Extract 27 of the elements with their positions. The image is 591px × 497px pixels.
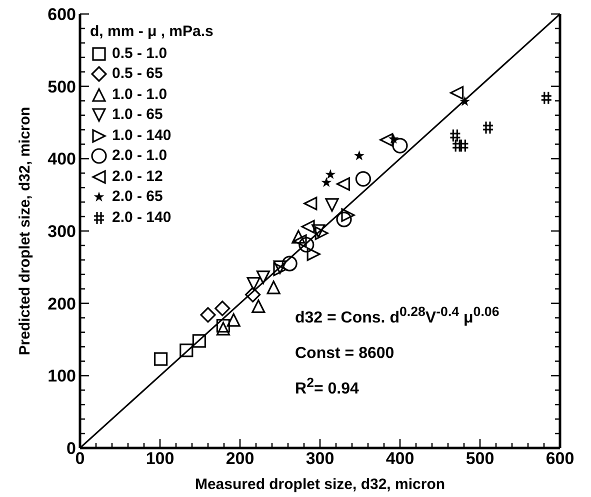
x-tick-label: 300	[306, 449, 334, 468]
x-tick-label: 400	[386, 449, 414, 468]
annotation: d32 = Cons. d$^{0.28}$V$^{-0.4}$ μ$^{0.06}$	[295, 304, 500, 327]
y-tick-label: 400	[48, 150, 76, 169]
legend-label: 0.5 - 65	[112, 64, 163, 84]
annotation: R$^{2}$= 0.94	[295, 374, 359, 398]
legend-label: 1.0 - 1.0	[112, 84, 168, 104]
legend-label: 0.5 - 1.0	[112, 44, 168, 64]
legend-title: d, mm - μ , mPa.s	[90, 22, 214, 42]
legend-label: 2.0 - 140	[112, 208, 172, 228]
x-tick-label: 500	[466, 449, 494, 468]
x-tick-label: 200	[226, 449, 254, 468]
legend-label: 2.0 - 12	[112, 166, 163, 186]
y-tick-label: 500	[48, 77, 76, 96]
y-tick-label: 600	[48, 5, 76, 24]
y-axis-title: Predicted droplet size, d32, micron	[16, 106, 34, 356]
y-tick-label: 100	[48, 366, 76, 386]
legend-label: 1.0 - 140	[112, 126, 172, 146]
y-tick-label: 300	[48, 222, 76, 241]
legend-label: 2.0 - 65	[112, 187, 163, 207]
x-tick-label: 100	[146, 449, 174, 468]
legend-label: 2.0 - 1.0	[112, 146, 168, 166]
x-axis-title: Measured droplet size, d32, micron	[194, 476, 446, 493]
legend-label: 1.0 - 65	[112, 105, 163, 125]
y-tick-label: 200	[48, 294, 76, 314]
x-tick-label: 600	[546, 449, 574, 468]
annotation: Const = 8600	[295, 345, 394, 363]
